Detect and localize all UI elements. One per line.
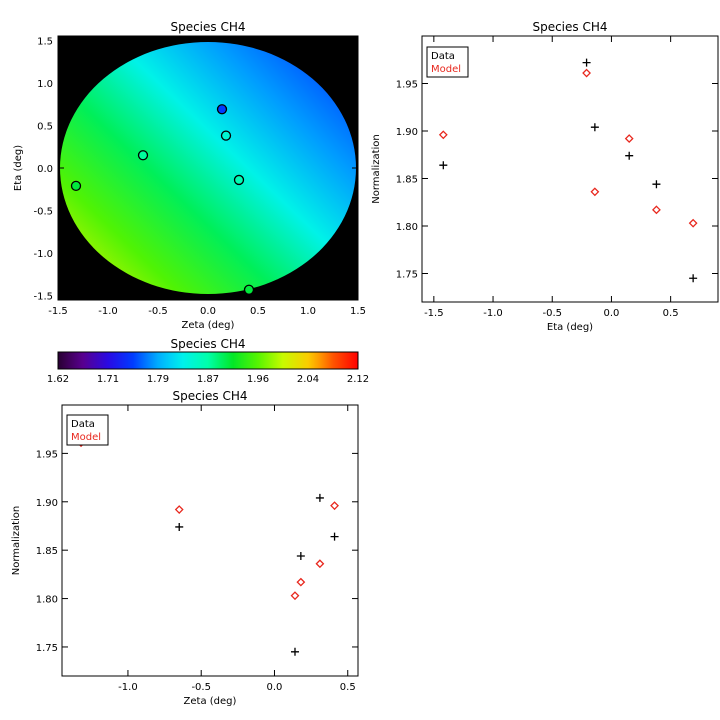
data-point xyxy=(689,274,698,283)
chart-title: Species CH4 xyxy=(532,20,607,34)
y-tick-label: 0.0 xyxy=(37,164,53,175)
colorbar-tick-label: 1.79 xyxy=(147,374,169,385)
x-tick-label: 0.5 xyxy=(340,682,356,693)
data-point xyxy=(175,522,184,531)
y-tick-label: 1.75 xyxy=(396,270,418,281)
colorbar-tick-label: 1.96 xyxy=(247,374,269,385)
legend-model-label: Model xyxy=(71,432,101,443)
data-point xyxy=(290,647,299,656)
map-disk xyxy=(60,41,356,295)
plot-frame xyxy=(421,35,719,303)
model-point xyxy=(590,187,600,197)
data-point xyxy=(652,180,661,189)
model-point xyxy=(174,505,184,514)
model-point xyxy=(330,501,339,511)
x-tick-label: -1.0 xyxy=(98,306,118,317)
data-point xyxy=(625,151,634,160)
legend-data-label: Data xyxy=(71,419,95,430)
legend-box xyxy=(66,414,109,446)
x-axis-label: Zeta (deg) xyxy=(182,320,235,331)
x-tick-label: -1.0 xyxy=(483,308,503,319)
legend-data-label: Data xyxy=(431,51,455,62)
x-tick-label: 1.0 xyxy=(300,306,316,317)
x-tick-label: 0.0 xyxy=(267,682,283,693)
y-axis-label: Normalization xyxy=(371,134,382,204)
x-tick-label: 0.0 xyxy=(200,306,216,317)
model-point xyxy=(688,218,698,228)
y-tick-label: 1.90 xyxy=(36,498,58,509)
colorbar-title: Species CH4 xyxy=(170,337,245,351)
map-point xyxy=(70,180,82,192)
chart-title: Species CH4 xyxy=(172,389,247,403)
y-tick-label: -1.5 xyxy=(33,292,53,303)
x-tick-label: -1.5 xyxy=(48,306,68,317)
x-tick-label: -0.5 xyxy=(191,682,211,693)
legend-box xyxy=(426,46,469,78)
x-tick-label: 0.5 xyxy=(250,306,266,317)
colorbar-tick-label: 2.12 xyxy=(347,374,369,385)
y-tick-label: 1.75 xyxy=(36,643,58,654)
y-tick-label: 1.5 xyxy=(37,36,53,47)
map-point xyxy=(220,130,232,141)
data-point xyxy=(590,123,599,132)
colorbar-tick-label: 1.71 xyxy=(97,374,119,385)
data-point xyxy=(582,58,591,67)
data-point xyxy=(296,551,305,560)
x-axis-label: Zeta (deg) xyxy=(184,696,237,707)
data-point xyxy=(330,532,339,541)
y-tick-label: 1.80 xyxy=(396,222,418,233)
map-point xyxy=(137,150,149,161)
colorbar xyxy=(57,351,359,370)
y-axis-label: Normalization xyxy=(11,506,22,576)
y-tick-label: -1.0 xyxy=(33,249,53,260)
colorbar-tick-label: 1.87 xyxy=(197,374,219,385)
colorbar-tick-label: 1.62 xyxy=(47,374,69,385)
data-point xyxy=(315,493,324,502)
x-tick-label: 0.0 xyxy=(603,308,619,319)
x-axis-label: Eta (deg) xyxy=(547,322,593,333)
x-tick-label: 0.5 xyxy=(663,308,679,319)
map-point xyxy=(243,284,255,295)
map-point xyxy=(233,174,245,186)
model-point xyxy=(296,577,306,587)
y-tick-label: 1.85 xyxy=(36,546,58,557)
x-tick-label: -0.5 xyxy=(148,306,168,317)
y-tick-label: 1.85 xyxy=(396,175,418,186)
map-point xyxy=(216,104,228,115)
x-tick-label: -1.5 xyxy=(424,308,444,319)
legend-model-label: Model xyxy=(431,64,461,75)
y-tick-label: 1.95 xyxy=(36,449,58,460)
model-point xyxy=(624,134,634,144)
chart-title: Species CH4 xyxy=(170,20,245,34)
model-point xyxy=(652,205,661,215)
model-point xyxy=(315,559,325,569)
y-tick-label: 1.0 xyxy=(37,79,53,90)
model-point xyxy=(290,591,300,601)
colorbar-tick-label: 2.04 xyxy=(297,374,319,385)
data-point xyxy=(439,161,448,170)
x-tick-label: -0.5 xyxy=(542,308,562,319)
model-point xyxy=(582,68,591,78)
y-tick-label: 1.90 xyxy=(396,127,418,138)
y-tick-label: 1.80 xyxy=(36,595,58,606)
x-tick-label: -1.0 xyxy=(118,682,138,693)
x-tick-label: 1.5 xyxy=(350,306,366,317)
y-tick-label: 1.95 xyxy=(396,80,418,91)
y-axis-label: Eta (deg) xyxy=(13,145,24,191)
y-tick-label: -0.5 xyxy=(33,207,53,218)
plot-frame xyxy=(61,404,359,677)
model-point xyxy=(438,130,448,140)
y-tick-label: 0.5 xyxy=(37,121,53,132)
